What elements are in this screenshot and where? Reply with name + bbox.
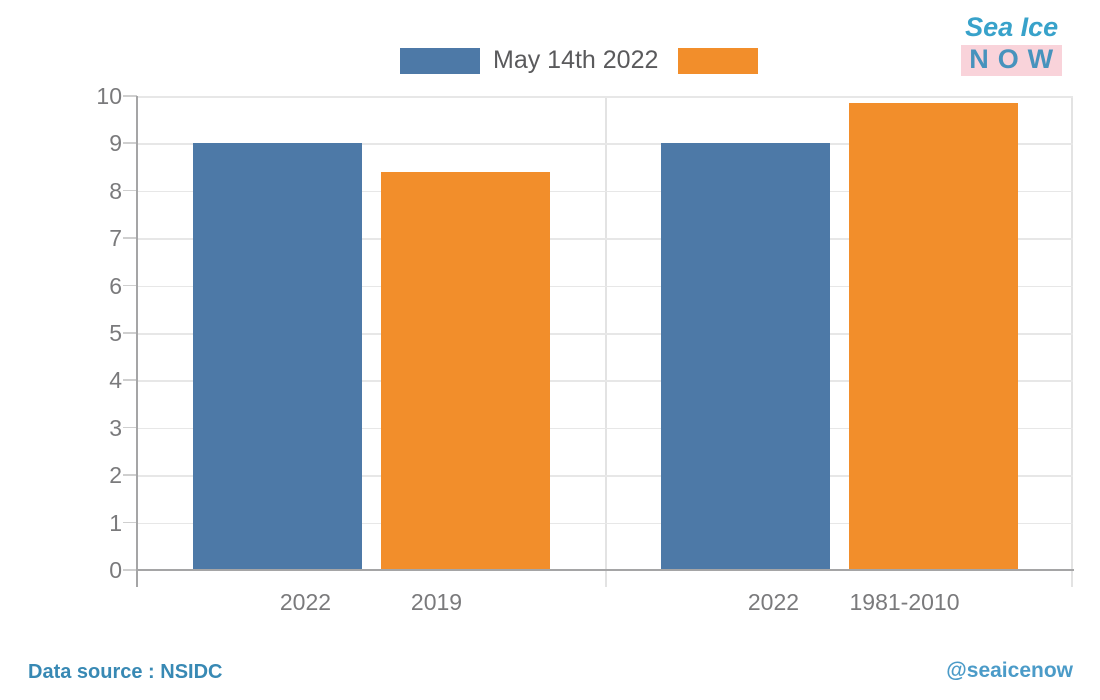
legend-swatch-orange [678,47,759,74]
bar-right-2022 [661,143,831,570]
y-tick-10 [123,95,137,97]
y-tick-2 [123,474,137,476]
legend-label: May 14th 2022 [493,46,659,74]
y-axis-label-0: 0 [109,557,122,583]
y-tick-3 [123,426,137,429]
gridline-y10 [137,96,1073,98]
panel-right [605,96,1073,570]
bar-right-1981-2010 [848,103,1018,570]
brand-now-badge: NOW [961,45,1062,76]
twitter-handle-text: @seaicenow [946,659,1073,682]
plot-area [123,95,1074,587]
y-axis-line [136,96,138,587]
panel-left [137,96,605,570]
panel-divider-line [605,96,607,587]
y-axis-label-4: 4 [109,367,122,394]
x-axis-label-right-2022: 2022 [747,589,800,615]
y-tick-9 [123,142,137,144]
x-axis-label-left-2022: 2022 [279,589,332,615]
y-axis-label-1: 1 [109,509,122,536]
y-tick-4 [123,379,137,381]
x-axis-line [136,569,1074,571]
y-axis-label-3: 3 [109,414,122,441]
y-axis-label-2: 2 [109,462,122,489]
x-axis-label-right-1981-2010: 1981-2010 [849,589,960,615]
x-axis-label-left-2019: 2019 [410,589,463,615]
y-axis-label-7: 7 [109,225,122,252]
brand-sea-ice-text: Sea Ice [965,12,1059,42]
y-axis-label-5: 5 [109,320,122,346]
gridline-y4 [137,380,1073,382]
y-axis-label-8: 8 [109,177,122,204]
gridline-y1 [137,522,1073,525]
y-tick-6 [123,284,137,287]
data-source-text: Data source : NSIDC [28,661,223,683]
gridline-y3 [137,427,1073,430]
gridline-y5 [137,333,1073,335]
gridline-y2 [137,475,1073,477]
y-tick-0 [123,569,137,571]
brand-logo: Sea Ice NOW [961,12,1062,76]
y-axis-label-9: 9 [109,130,122,157]
gridline-y7 [137,238,1073,240]
y-tick-5 [123,332,137,334]
y-axis-label-10: 10 [96,83,122,109]
legend-swatch-blue [400,47,480,74]
y-tick-7 [123,237,137,239]
y-tick-8 [123,189,137,192]
y-tick-1 [123,521,137,524]
chart-legend: May 14th 2022 [400,46,759,74]
bar-left-2019 [380,171,550,570]
gridline-y8 [137,190,1073,193]
plot-right-border [1071,96,1073,587]
gridline-y6 [137,285,1073,288]
gridline-y9 [137,143,1073,145]
y-axis-label-6: 6 [109,272,122,299]
bar-left-2022 [193,143,363,570]
